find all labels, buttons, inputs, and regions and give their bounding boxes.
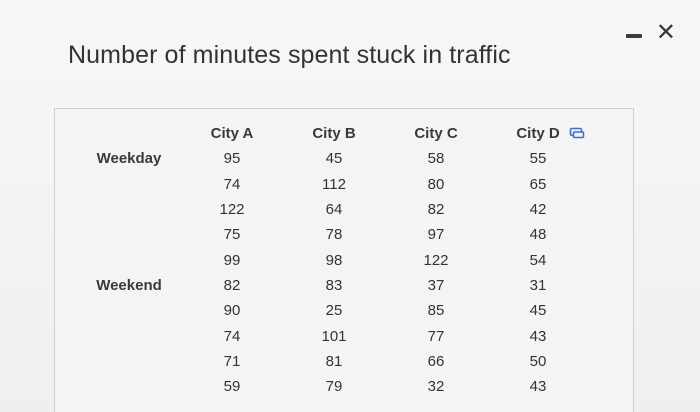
table-cell: 66 — [427, 352, 445, 370]
column-header: City D — [516, 125, 560, 143]
table-cell: 101 — [321, 327, 347, 345]
table-cell: 59 — [223, 378, 241, 396]
table-cell: 55 — [529, 150, 547, 168]
row-group-label: Weekday — [96, 150, 162, 168]
row-group-label — [55, 374, 203, 399]
table-cell: 64 — [325, 201, 343, 219]
table-cell: 83 — [325, 276, 343, 294]
table-cell: 37 — [427, 276, 445, 294]
table-cell: 65 — [529, 175, 547, 193]
table-cell: 122 — [423, 251, 449, 269]
table-cell: 50 — [529, 352, 547, 370]
table-cell: 82 — [427, 201, 445, 219]
table-row: 59 79 32 43 — [55, 374, 567, 399]
table-cell: 79 — [325, 378, 343, 396]
table-cell: 112 — [322, 175, 346, 193]
table-cell: 25 — [325, 302, 343, 320]
table-cell: 31 — [529, 276, 547, 294]
table-cell: 78 — [325, 226, 343, 244]
traffic-data-table: City A City B City C City D Weekday 95 45 5… — [55, 121, 567, 399]
table-header-row: City A City B City C City D — [55, 121, 567, 146]
window-controls: ✕ — [625, 18, 676, 46]
table-cell: 48 — [529, 226, 547, 244]
table-cell: 122 — [219, 201, 245, 219]
table-cell: 80 — [427, 175, 445, 193]
column-header: City A — [210, 125, 254, 143]
table-cell: 75 — [223, 226, 241, 244]
row-group-label — [55, 323, 203, 348]
table-cell: 32 — [427, 378, 445, 396]
data-table-container: City A City B City C City D Weekday 95 45 5… — [54, 108, 634, 412]
table-row: 75 78 97 48 — [55, 222, 567, 247]
table-cell: 45 — [325, 150, 343, 168]
row-group-label — [55, 222, 203, 247]
page-title: Number of minutes spent stuck in traffic — [68, 41, 511, 69]
table-cell: 97 — [427, 226, 445, 244]
table-cell: 85 — [427, 302, 445, 320]
table-row: Weekday 95 45 58 55 — [55, 146, 567, 171]
row-group-label — [55, 247, 203, 272]
table-row: 74 101 77 43 — [55, 323, 567, 348]
table-cell: 43 — [529, 378, 547, 396]
table-row: 90 25 85 45 — [55, 298, 567, 323]
table-row: 122 64 82 42 — [55, 197, 567, 222]
table-cell: 90 — [223, 302, 241, 320]
table-cell: 42 — [529, 201, 547, 219]
minimize-icon[interactable] — [625, 34, 642, 38]
table-cell: 54 — [529, 251, 547, 269]
table-cell: 82 — [223, 276, 241, 294]
table-cell: 99 — [223, 251, 241, 269]
header-empty-cell — [55, 121, 203, 146]
row-group-label — [55, 172, 203, 197]
row-group-label — [55, 349, 203, 374]
table-row: Weekend 82 83 37 31 — [55, 273, 567, 298]
copy-icon[interactable] — [569, 127, 585, 139]
table-cell: 45 — [529, 302, 547, 320]
column-header: City B — [312, 125, 356, 143]
table-cell: 81 — [325, 352, 343, 370]
table-row: 71 81 66 50 — [55, 349, 567, 374]
table-cell: 58 — [427, 150, 445, 168]
table-body: Weekday 95 45 58 55 74 112 80 65 122 64 82 42 75 78 97 4… — [55, 146, 567, 399]
table-row: 99 98 122 54 — [55, 247, 567, 272]
table-cell: 77 — [427, 327, 445, 345]
row-group-label: Weekend — [96, 276, 162, 294]
row-group-label — [55, 197, 203, 222]
row-group-label — [55, 298, 203, 323]
table-cell: 95 — [223, 150, 241, 168]
column-header: City C — [414, 125, 458, 143]
table-row: 74 112 80 65 — [55, 172, 567, 197]
table-cell: 74 — [223, 175, 241, 193]
table-cell: 74 — [223, 327, 241, 345]
close-icon[interactable]: ✕ — [655, 18, 676, 46]
table-cell: 43 — [529, 327, 547, 345]
table-cell: 71 — [223, 352, 241, 370]
table-cell: 98 — [325, 251, 343, 269]
